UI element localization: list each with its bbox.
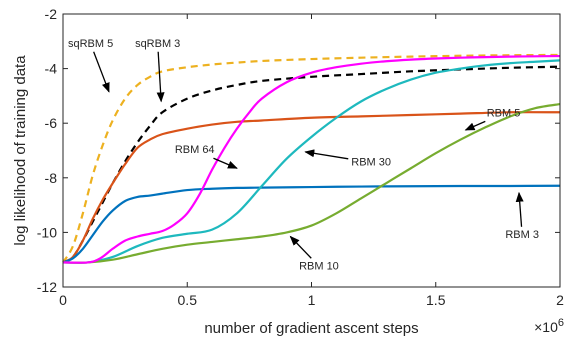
annotations-layer: sqRBM 5 sqRBM 3 RBM 5 RBM 64 RBM 30 RBM 3 RBM … <box>68 38 539 272</box>
y-tick-label: -10 <box>37 224 57 240</box>
x-axis-exponent: 6 <box>558 317 564 329</box>
annotation-rbm-5: RBM 5 <box>487 107 521 119</box>
series-line-rbm-64 <box>62 111 561 264</box>
annotation-arrow-sqrbm-5 <box>93 51 110 93</box>
annotation-arrow-rbm-10 <box>289 235 312 259</box>
y-tick-label: -4 <box>45 61 58 77</box>
y-tick-label: -8 <box>45 170 58 186</box>
annotation-rbm-30: RBM 30 <box>351 157 391 169</box>
annotation-arrow-sqrbm-3 <box>156 51 165 103</box>
x-tick-label: 0.5 <box>178 292 198 308</box>
series-line-sqrbm-5 <box>62 53 561 264</box>
x-axis-exponent-label: ×106 <box>534 317 564 335</box>
x-tick-label: 2 <box>556 292 564 308</box>
annotation-sqrbm-3: sqRBM 3 <box>135 38 180 50</box>
series-line-rbm-5 <box>62 184 561 264</box>
x-tick-label: 1.5 <box>426 292 446 308</box>
series-line-rbm-3 <box>62 54 561 264</box>
ticks-layer: 0 0.5 1 1.5 2 -12 -10 -8 -6 -4 -2 <box>37 6 564 308</box>
x-tick-label: 1 <box>308 292 316 308</box>
x-axis-multiplier: ×10 <box>534 319 558 335</box>
y-tick-label: -6 <box>45 115 58 131</box>
y-tick-label: -12 <box>37 279 57 295</box>
x-axis-title: number of gradient ascent steps <box>204 320 418 337</box>
annotation-rbm-3: RBM 3 <box>505 229 539 241</box>
annotation-arrow-rbm-30 <box>304 149 349 160</box>
y-axis-title: log likelihood of training data <box>12 55 29 246</box>
series-line-sqrbm-3 <box>62 65 561 264</box>
annotation-rbm-10: RBM 10 <box>299 260 339 272</box>
annotation-arrow-rbm-64 <box>213 157 238 169</box>
series-line-rbm-10 <box>62 103 561 264</box>
annotation-arrow-rbm-5 <box>464 120 486 131</box>
series-layer <box>62 53 561 264</box>
series-line-rbm-30 <box>62 59 561 264</box>
annotation-rbm-64: RBM 64 <box>175 144 215 156</box>
y-tick-label: -2 <box>45 6 58 22</box>
x-tick-label: 0 <box>59 292 67 308</box>
annotation-arrow-rbm-3 <box>515 191 524 227</box>
annotation-sqrbm-5: sqRBM 5 <box>68 38 113 50</box>
